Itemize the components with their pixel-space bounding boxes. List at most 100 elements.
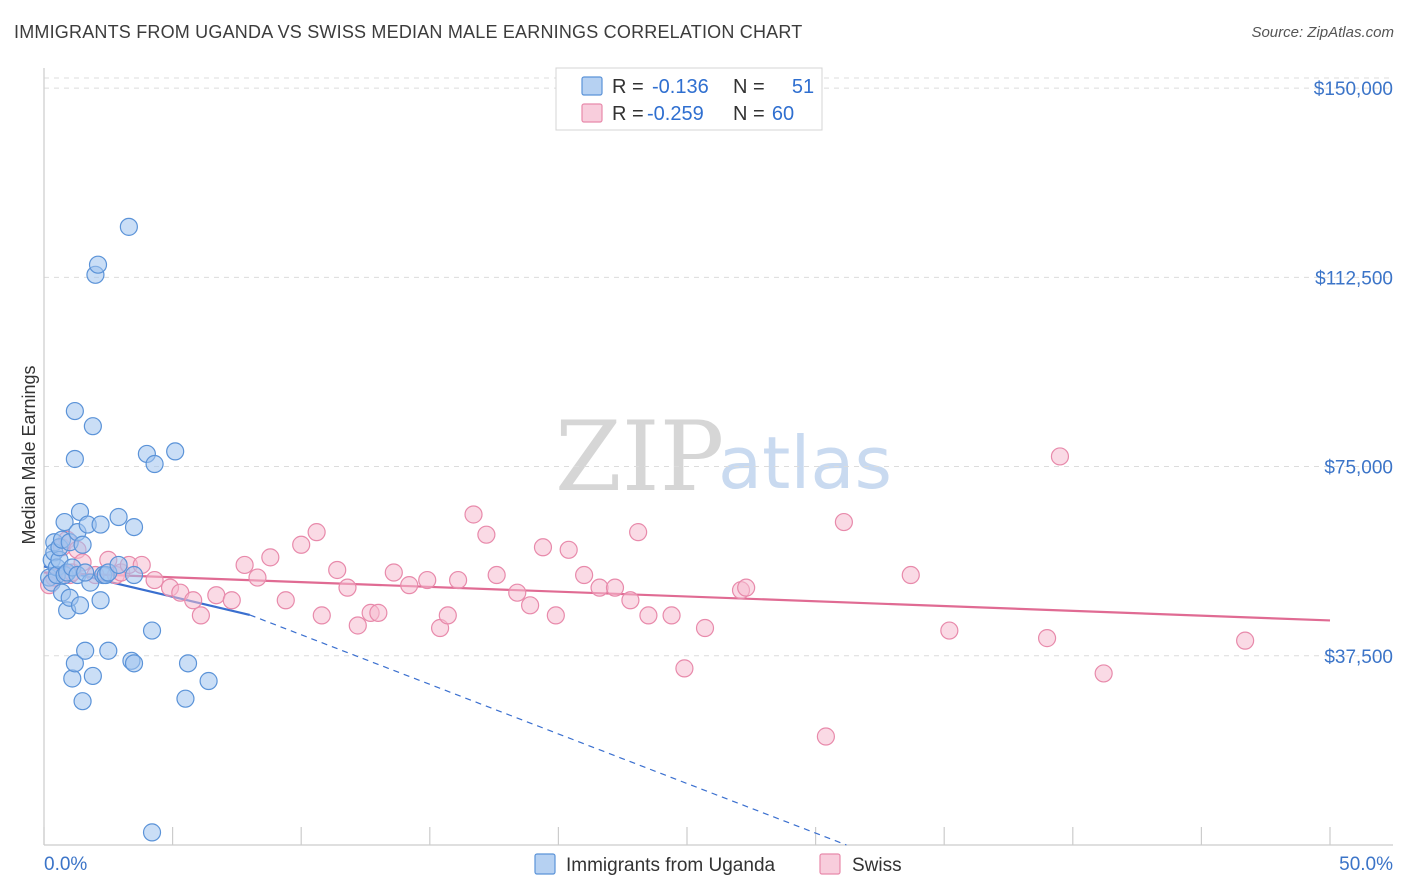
uganda-point bbox=[73, 692, 92, 711]
uganda-point bbox=[88, 255, 108, 274]
swiss-point bbox=[235, 555, 254, 575]
swiss-point bbox=[184, 591, 203, 610]
uganda-point bbox=[65, 654, 84, 673]
uganda-point bbox=[55, 512, 74, 532]
uganda-point bbox=[176, 689, 195, 708]
source-credit: Source: ZipAtlas.com bbox=[1251, 24, 1394, 41]
uganda-point bbox=[178, 654, 198, 673]
x-tick-label-min: 0.0% bbox=[44, 854, 87, 875]
y-tick-label: $37,500 bbox=[1324, 647, 1393, 668]
swiss-point bbox=[575, 565, 594, 585]
uganda-point bbox=[65, 401, 84, 421]
swiss-point bbox=[307, 523, 326, 542]
swiss-point bbox=[559, 540, 578, 559]
swiss-point bbox=[338, 578, 357, 597]
uganda-point bbox=[166, 442, 185, 461]
uganda-point bbox=[76, 563, 95, 582]
swiss-point bbox=[487, 565, 506, 585]
y-axis-label: Median Male Earnings bbox=[19, 365, 39, 544]
swiss-point bbox=[292, 535, 311, 554]
swiss-point bbox=[464, 505, 483, 524]
y-tick-label: $75,000 bbox=[1324, 458, 1393, 479]
watermark-atlas: atlas bbox=[718, 421, 892, 505]
uganda-point bbox=[73, 535, 92, 554]
legend-n-value-uganda: 51 bbox=[792, 76, 814, 98]
swiss-point bbox=[590, 578, 609, 597]
swiss-point bbox=[621, 591, 640, 610]
swiss-point bbox=[662, 606, 681, 625]
uganda-point bbox=[199, 671, 218, 691]
swiss-point bbox=[1037, 629, 1057, 648]
watermark: ZIP atlas bbox=[555, 401, 892, 513]
swiss-point bbox=[348, 616, 367, 635]
swiss-point bbox=[191, 606, 210, 625]
bottom-legend-swatch-uganda bbox=[534, 853, 556, 875]
legend-n-value-swiss: 60 bbox=[772, 103, 794, 125]
uganda-point bbox=[142, 823, 162, 842]
legend-r-value-uganda: -0.136 bbox=[652, 76, 709, 98]
swiss-point bbox=[207, 586, 226, 605]
swiss-point bbox=[145, 570, 164, 590]
chart-title: IMMIGRANTS FROM UGANDA VS SWISS MEDIAN M… bbox=[14, 22, 803, 42]
uganda-point bbox=[83, 666, 102, 686]
swiss-point bbox=[312, 606, 331, 625]
swiss-point bbox=[605, 578, 625, 597]
legend-r-label-swiss: R = bbox=[612, 103, 644, 125]
uganda-point bbox=[63, 669, 82, 688]
swiss-point bbox=[369, 603, 388, 622]
uganda-point bbox=[76, 641, 95, 660]
uganda-point bbox=[91, 591, 110, 610]
swiss-point bbox=[901, 565, 920, 585]
swiss-point bbox=[533, 538, 553, 557]
swiss-point bbox=[261, 548, 280, 567]
swiss-point bbox=[418, 570, 437, 590]
uganda-point bbox=[65, 449, 84, 469]
bottom-legend-swatch-swiss bbox=[819, 853, 841, 875]
swiss-point bbox=[508, 583, 527, 602]
legend-swatch-swiss bbox=[581, 103, 603, 123]
swiss-point bbox=[695, 618, 715, 638]
uganda-point bbox=[99, 641, 118, 660]
swiss-point bbox=[834, 512, 853, 532]
swiss-point bbox=[737, 578, 756, 597]
swiss-point bbox=[384, 563, 403, 582]
legend-swatch-uganda bbox=[581, 76, 603, 96]
swiss-point bbox=[1050, 447, 1070, 466]
swiss-point bbox=[629, 523, 648, 542]
swiss-point bbox=[438, 606, 457, 625]
legend-n-label-swiss: N = bbox=[733, 103, 765, 125]
uganda-point bbox=[91, 515, 110, 534]
series-legend: Immigrants from Uganda Swiss bbox=[534, 853, 902, 876]
y-tick-label: $112,500 bbox=[1315, 268, 1393, 289]
uganda-point bbox=[124, 654, 144, 673]
uganda-point bbox=[145, 454, 164, 474]
uganda-trendline-extension bbox=[249, 614, 847, 846]
x-tick-label-max: 50.0% bbox=[1339, 854, 1393, 875]
uganda-point bbox=[142, 621, 162, 640]
swiss-point bbox=[248, 568, 267, 587]
uganda-point bbox=[124, 517, 144, 537]
swiss-point bbox=[222, 591, 241, 610]
watermark-zip: ZIP bbox=[555, 401, 724, 513]
swiss-point bbox=[639, 606, 658, 625]
swiss-point bbox=[328, 560, 347, 580]
bottom-legend-label-swiss: Swiss bbox=[852, 855, 902, 876]
swiss-point bbox=[477, 525, 496, 544]
swiss-point bbox=[521, 596, 540, 615]
swiss-point bbox=[816, 727, 835, 746]
y-tick-label: $150,000 bbox=[1314, 79, 1393, 100]
uganda-points bbox=[40, 217, 218, 842]
uganda-point bbox=[83, 417, 102, 436]
uganda-point bbox=[109, 555, 128, 575]
uganda-point bbox=[109, 507, 128, 527]
tick-labels: $37,500 $75,000 $112,500 $150,000 0.0% 50.0% bbox=[44, 79, 1393, 875]
trendlines bbox=[43, 565, 1331, 846]
swiss-point bbox=[1236, 631, 1255, 650]
legend-n-label-uganda: N = bbox=[733, 76, 765, 98]
legend-r-value-swiss: -0.259 bbox=[647, 103, 704, 125]
swiss-point bbox=[546, 606, 565, 625]
swiss-point bbox=[400, 576, 419, 595]
swiss-point bbox=[276, 591, 295, 610]
legend-r-label-uganda: R = bbox=[612, 76, 644, 98]
